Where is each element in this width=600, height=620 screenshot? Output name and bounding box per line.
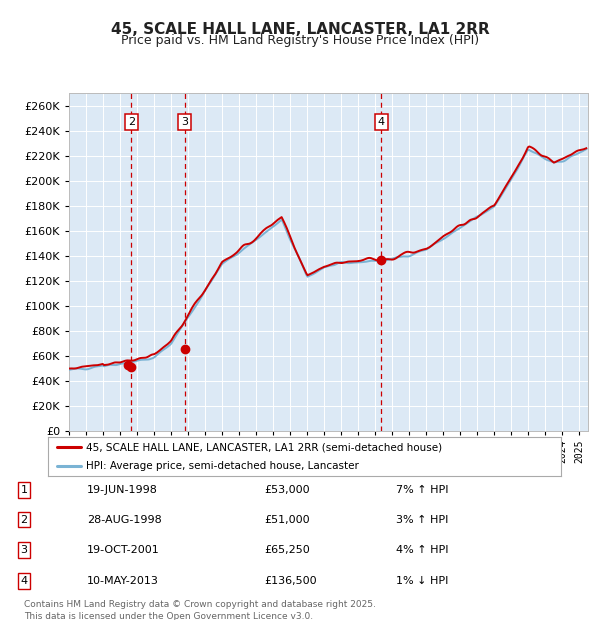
Text: 4% ↑ HPI: 4% ↑ HPI — [396, 545, 449, 556]
Text: £51,000: £51,000 — [264, 515, 310, 525]
Text: 19-OCT-2001: 19-OCT-2001 — [87, 545, 160, 556]
Text: 28-AUG-1998: 28-AUG-1998 — [87, 515, 162, 525]
Text: 4: 4 — [20, 576, 28, 586]
Text: £65,250: £65,250 — [264, 545, 310, 556]
Text: Price paid vs. HM Land Registry's House Price Index (HPI): Price paid vs. HM Land Registry's House … — [121, 34, 479, 47]
Text: 3: 3 — [20, 545, 28, 556]
Text: 7% ↑ HPI: 7% ↑ HPI — [396, 485, 449, 495]
Text: 1% ↓ HPI: 1% ↓ HPI — [396, 576, 448, 586]
Text: 3% ↑ HPI: 3% ↑ HPI — [396, 515, 448, 525]
Text: 3: 3 — [181, 117, 188, 126]
Text: 2: 2 — [128, 117, 135, 126]
Text: 4: 4 — [378, 117, 385, 126]
Text: HPI: Average price, semi-detached house, Lancaster: HPI: Average price, semi-detached house,… — [86, 461, 359, 471]
Text: 2: 2 — [20, 515, 28, 525]
Text: £53,000: £53,000 — [264, 485, 310, 495]
Text: 45, SCALE HALL LANE, LANCASTER, LA1 2RR: 45, SCALE HALL LANE, LANCASTER, LA1 2RR — [110, 22, 490, 37]
Text: 10-MAY-2013: 10-MAY-2013 — [87, 576, 159, 586]
Text: Contains HM Land Registry data © Crown copyright and database right 2025.
This d: Contains HM Land Registry data © Crown c… — [24, 600, 376, 620]
Text: 19-JUN-1998: 19-JUN-1998 — [87, 485, 158, 495]
Text: £136,500: £136,500 — [264, 576, 317, 586]
Text: 45, SCALE HALL LANE, LANCASTER, LA1 2RR (semi-detached house): 45, SCALE HALL LANE, LANCASTER, LA1 2RR … — [86, 442, 443, 452]
Text: 1: 1 — [20, 485, 28, 495]
